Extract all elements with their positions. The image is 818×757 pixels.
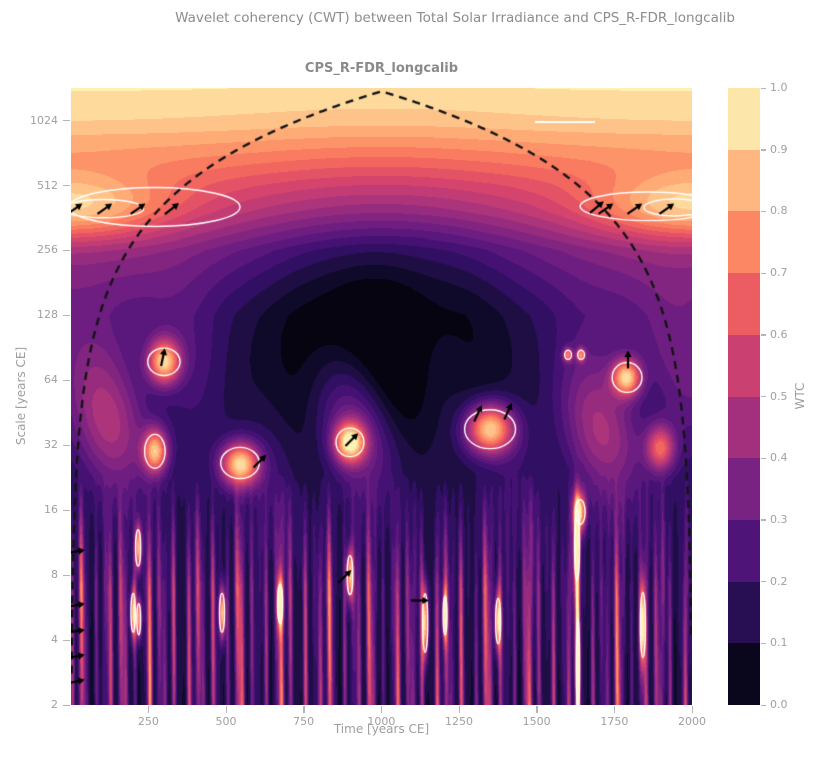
x-tick-label: 750 bbox=[293, 715, 315, 728]
x-axis-label: Time [years CE] bbox=[333, 722, 430, 736]
y-tick-label: 256 bbox=[37, 243, 58, 257]
x-tick-mark bbox=[380, 706, 383, 713]
x-tick-label: 500 bbox=[215, 715, 237, 728]
figure-title: Wavelet coherency (CWT) between Total So… bbox=[175, 10, 735, 26]
y-tick-mark bbox=[63, 574, 70, 577]
y-tick-mark bbox=[63, 379, 70, 382]
y-tick-mark bbox=[63, 185, 70, 187]
y-tick-label: 1024 bbox=[30, 113, 58, 127]
x-tick-mark bbox=[536, 706, 538, 713]
colorbar-segment bbox=[728, 581, 760, 644]
colorbar-segment bbox=[728, 458, 760, 520]
y-tick-label: 512 bbox=[37, 178, 58, 192]
colorbar-segment bbox=[728, 273, 760, 335]
colorbar-tick-mark bbox=[761, 396, 766, 398]
y-tick-label: 64 bbox=[44, 373, 58, 387]
colorbar-segment bbox=[728, 519, 760, 582]
colorbar-tick-mark bbox=[761, 149, 766, 151]
colorbar-segment bbox=[728, 88, 760, 150]
y-tick-mark bbox=[63, 249, 70, 252]
colorbar-tick-label: 0.6 bbox=[770, 327, 788, 341]
x-tick-label: 2000 bbox=[678, 715, 706, 728]
wavelet-coherence-plot bbox=[71, 88, 692, 705]
x-tick-mark bbox=[147, 706, 150, 713]
colorbar bbox=[728, 88, 760, 706]
x-tick-label: 1250 bbox=[445, 715, 473, 728]
colorbar-tick-mark bbox=[761, 272, 766, 274]
x-tick-label: 250 bbox=[137, 715, 159, 728]
x-tick-mark bbox=[225, 706, 227, 713]
colorbar-segment bbox=[728, 211, 760, 274]
colorbar-tick-mark bbox=[761, 642, 766, 645]
colorbar-segment bbox=[728, 149, 760, 212]
colorbar-tick-mark bbox=[761, 704, 766, 706]
colorbar-tick-mark bbox=[761, 87, 766, 89]
y-tick-mark bbox=[63, 120, 70, 122]
y-tick-mark bbox=[63, 314, 70, 317]
colorbar-segment bbox=[728, 396, 760, 459]
colorbar-tick-label: 0.1 bbox=[770, 636, 788, 650]
x-tick-mark bbox=[613, 706, 616, 713]
colorbar-tick-label: 0.3 bbox=[770, 512, 788, 526]
colorbar-tick-label: 0.5 bbox=[770, 389, 788, 403]
colorbar-tick-label: 0.4 bbox=[770, 451, 788, 465]
x-tick-label: 1000 bbox=[367, 715, 396, 728]
colorbar-segment bbox=[728, 334, 760, 397]
y-tick-label: 2 bbox=[51, 698, 58, 711]
y-tick-label: 8 bbox=[51, 568, 58, 582]
x-tick-label: 1500 bbox=[522, 715, 551, 728]
colorbar-tick-label: 0.8 bbox=[770, 204, 788, 218]
axes-title: CPS_R-FDR_longcalib bbox=[304, 61, 459, 76]
x-tick-label: 1750 bbox=[600, 715, 629, 728]
y-axis-label: Scale [years CE] bbox=[14, 346, 28, 446]
colorbar-tick-label: 0.9 bbox=[770, 142, 788, 156]
colorbar-tick-label: 0.0 bbox=[770, 698, 788, 711]
colorbar-tick-label: 1.0 bbox=[770, 81, 788, 94]
colorbar-tick-label: 0.7 bbox=[770, 266, 788, 280]
colorbar-tick-mark bbox=[761, 581, 766, 583]
colorbar-tick-mark bbox=[761, 519, 766, 521]
y-tick-label: 32 bbox=[44, 438, 58, 452]
x-tick-mark bbox=[458, 706, 460, 713]
y-tick-label: 16 bbox=[44, 503, 58, 517]
y-tick-mark bbox=[63, 639, 70, 641]
colorbar-tick-mark bbox=[761, 334, 766, 336]
y-tick-label: 128 bbox=[37, 308, 58, 322]
y-tick-mark bbox=[63, 704, 70, 706]
colorbar-tick-label: 0.2 bbox=[770, 574, 788, 588]
x-tick-mark bbox=[303, 706, 305, 713]
y-tick-label: 4 bbox=[51, 633, 58, 647]
colorbar-label: WTC bbox=[793, 382, 807, 410]
x-tick-mark bbox=[691, 706, 693, 713]
colorbar-tick-mark bbox=[761, 457, 766, 460]
y-tick-mark bbox=[63, 444, 70, 447]
colorbar-tick-mark bbox=[761, 210, 766, 213]
y-tick-mark bbox=[63, 509, 70, 512]
colorbar-segment bbox=[728, 643, 760, 706]
